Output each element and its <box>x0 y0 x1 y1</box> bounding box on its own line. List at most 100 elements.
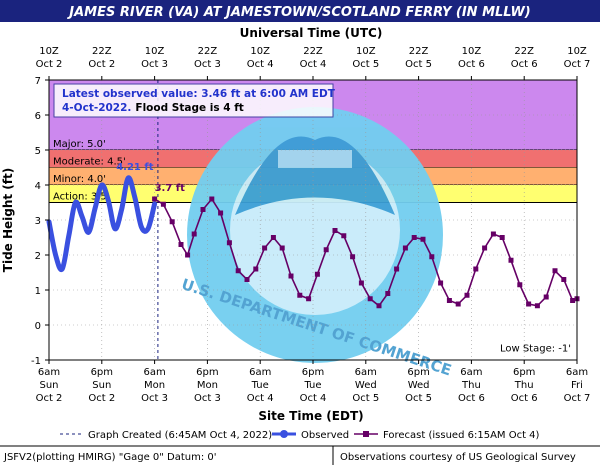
y-tick-label: 1 <box>35 286 41 297</box>
top-tick-time: 22Z <box>92 46 112 57</box>
forecast-point <box>200 207 206 212</box>
bottom-tick-date: Oct 7 <box>564 393 591 404</box>
bottom-tick-time: 6am <box>143 367 165 378</box>
y-tick-label: 0 <box>35 321 41 332</box>
top-tick-time: 10Z <box>356 46 376 57</box>
top-tick-time: 22Z <box>514 46 534 57</box>
bottom-tick-date: Oct 2 <box>36 393 63 404</box>
forecast-point <box>262 245 268 251</box>
band-label-minor: Minor: 4.0' <box>53 174 106 185</box>
top-tick-date: Oct 5 <box>352 59 379 70</box>
forecast-point <box>455 301 461 307</box>
bottom-tick-time: 6pm <box>513 367 535 378</box>
forecast-point <box>235 268 241 274</box>
bottom-tick-date: Oct 3 <box>141 393 168 404</box>
forecast-point <box>534 303 540 309</box>
forecast-point <box>508 257 514 263</box>
footer-credit: Observations courtesy of US Geological S… <box>340 452 576 463</box>
forecast-point <box>226 240 232 246</box>
latest-value-date-line: 4-Oct-2022. Flood Stage is 4 ft <box>62 102 244 114</box>
latest-value-box-bg <box>53 83 334 118</box>
forecast-point <box>570 298 576 303</box>
latest-value-date: 4-Oct-2022. <box>62 102 131 114</box>
forecast-point <box>297 292 303 298</box>
top-tick-date: Oct 3 <box>194 59 221 70</box>
top-tick-date: Oct 6 <box>458 59 485 70</box>
band-label-major: Major: 5.0' <box>53 139 106 150</box>
plot-area: U.S. DEPARTMENT OF COMMERCE Major: 5.0'M… <box>46 79 580 379</box>
bottom-tick-date: Oct 4 <box>247 393 274 404</box>
top-tick-date: Oct 2 <box>88 59 115 70</box>
top-tick-time: 10Z <box>462 46 482 57</box>
top-axis-ticks: 10Z Oct 2 22Z Oct 2 10Z Oct 3 22Z Oct 3 10Z Oct 4… <box>36 46 590 80</box>
latest-value-line: Latest observed value: 3.46 ft at 6:00 A… <box>62 88 336 100</box>
top-tick-date: Oct 6 <box>511 59 538 70</box>
forecast-point <box>543 294 549 300</box>
forecast-point <box>420 236 426 242</box>
top-tick-date: Oct 4 <box>247 59 274 70</box>
bottom-tick-day: Thu <box>461 380 481 391</box>
grid-lines <box>49 80 577 360</box>
bottom-tick-date: Oct 3 <box>194 393 221 404</box>
forecast-point <box>160 201 166 207</box>
bottom-tick-date: Oct 4 <box>300 393 327 404</box>
forecast-point <box>367 296 373 302</box>
bottom-tick-time: 6am <box>38 367 60 378</box>
seal-bird-icon <box>235 136 395 215</box>
bottom-tick-day: Fri <box>571 380 583 391</box>
bottom-tick-date: Oct 6 <box>511 393 538 404</box>
bottom-tick-date: Oct 6 <box>458 393 485 404</box>
forecast-point <box>306 296 312 302</box>
top-tick-date: Oct 3 <box>141 59 168 70</box>
top-tick-date: Oct 4 <box>300 59 327 70</box>
top-tick-time: 10Z <box>567 46 587 57</box>
forecast-point <box>178 242 184 247</box>
bottom-tick-date: Oct 5 <box>405 393 432 404</box>
legend-forecast-marker <box>363 431 369 437</box>
bottom-tick-time: 6pm <box>407 367 429 378</box>
chart-title: JAMES RIVER (VA) AT JAMESTOWN/SCOTLAND F… <box>66 5 530 20</box>
bottom-tick-day: Wed <box>355 380 377 391</box>
forecast-series-points <box>152 196 580 309</box>
legend: Graph Created (6:45AM Oct 4, 2022) Obser… <box>60 430 540 441</box>
bottom-tick-day: Sun <box>92 380 111 391</box>
y-axis-ticks: -1 0 1 2 3 4 5 6 7 <box>31 76 49 367</box>
forecast-point <box>526 301 532 307</box>
legend-observed-label: Observed <box>301 430 349 441</box>
bottom-tick-day: Tue <box>251 380 269 391</box>
forecast-point <box>323 247 329 253</box>
low-stage-label: Low Stage: -1' <box>500 343 571 354</box>
seal-noaa-band <box>278 150 352 168</box>
forecast-point <box>429 254 435 260</box>
bottom-tick-date: Oct 2 <box>88 393 115 404</box>
top-tick-date: Oct 2 <box>36 59 63 70</box>
y-tick-label: 4 <box>35 181 41 192</box>
forecast-point <box>358 280 364 286</box>
forecast-series-line <box>154 197 578 307</box>
data-label: 3.7 ft <box>155 183 186 194</box>
forecast-point <box>464 292 470 298</box>
bottom-axis-ticks: 6am Sun Oct 2 6pm Sun Oct 2 6am Mon Oct 3 6pm Mon O… <box>36 360 591 404</box>
forecast-point <box>376 303 382 309</box>
forecast-point <box>385 291 391 296</box>
observed-series-line <box>46 175 158 273</box>
bottom-tick-time: 6pm <box>91 367 113 378</box>
forecast-point <box>350 254 356 260</box>
forecast-point <box>561 277 567 282</box>
y-axis-title: Tide Height (ft) <box>1 168 15 272</box>
bottom-tick-time: 6pm <box>196 367 218 378</box>
legend-observed-marker <box>280 430 288 438</box>
forecast-point <box>341 233 347 239</box>
forecast-point <box>270 235 276 240</box>
latest-value-box: Latest observed value: 3.46 ft at 6:00 A… <box>53 83 336 118</box>
forecast-point <box>552 268 558 274</box>
y-tick-label: -1 <box>31 356 41 367</box>
forecast-point <box>446 298 452 303</box>
forecast-point <box>169 219 175 225</box>
forecast-point <box>411 235 417 240</box>
forecast-point <box>209 196 215 202</box>
top-tick-time: 10Z <box>145 46 165 57</box>
forecast-point <box>490 231 496 237</box>
bottom-axis-title: Site Time (EDT) <box>258 409 363 423</box>
